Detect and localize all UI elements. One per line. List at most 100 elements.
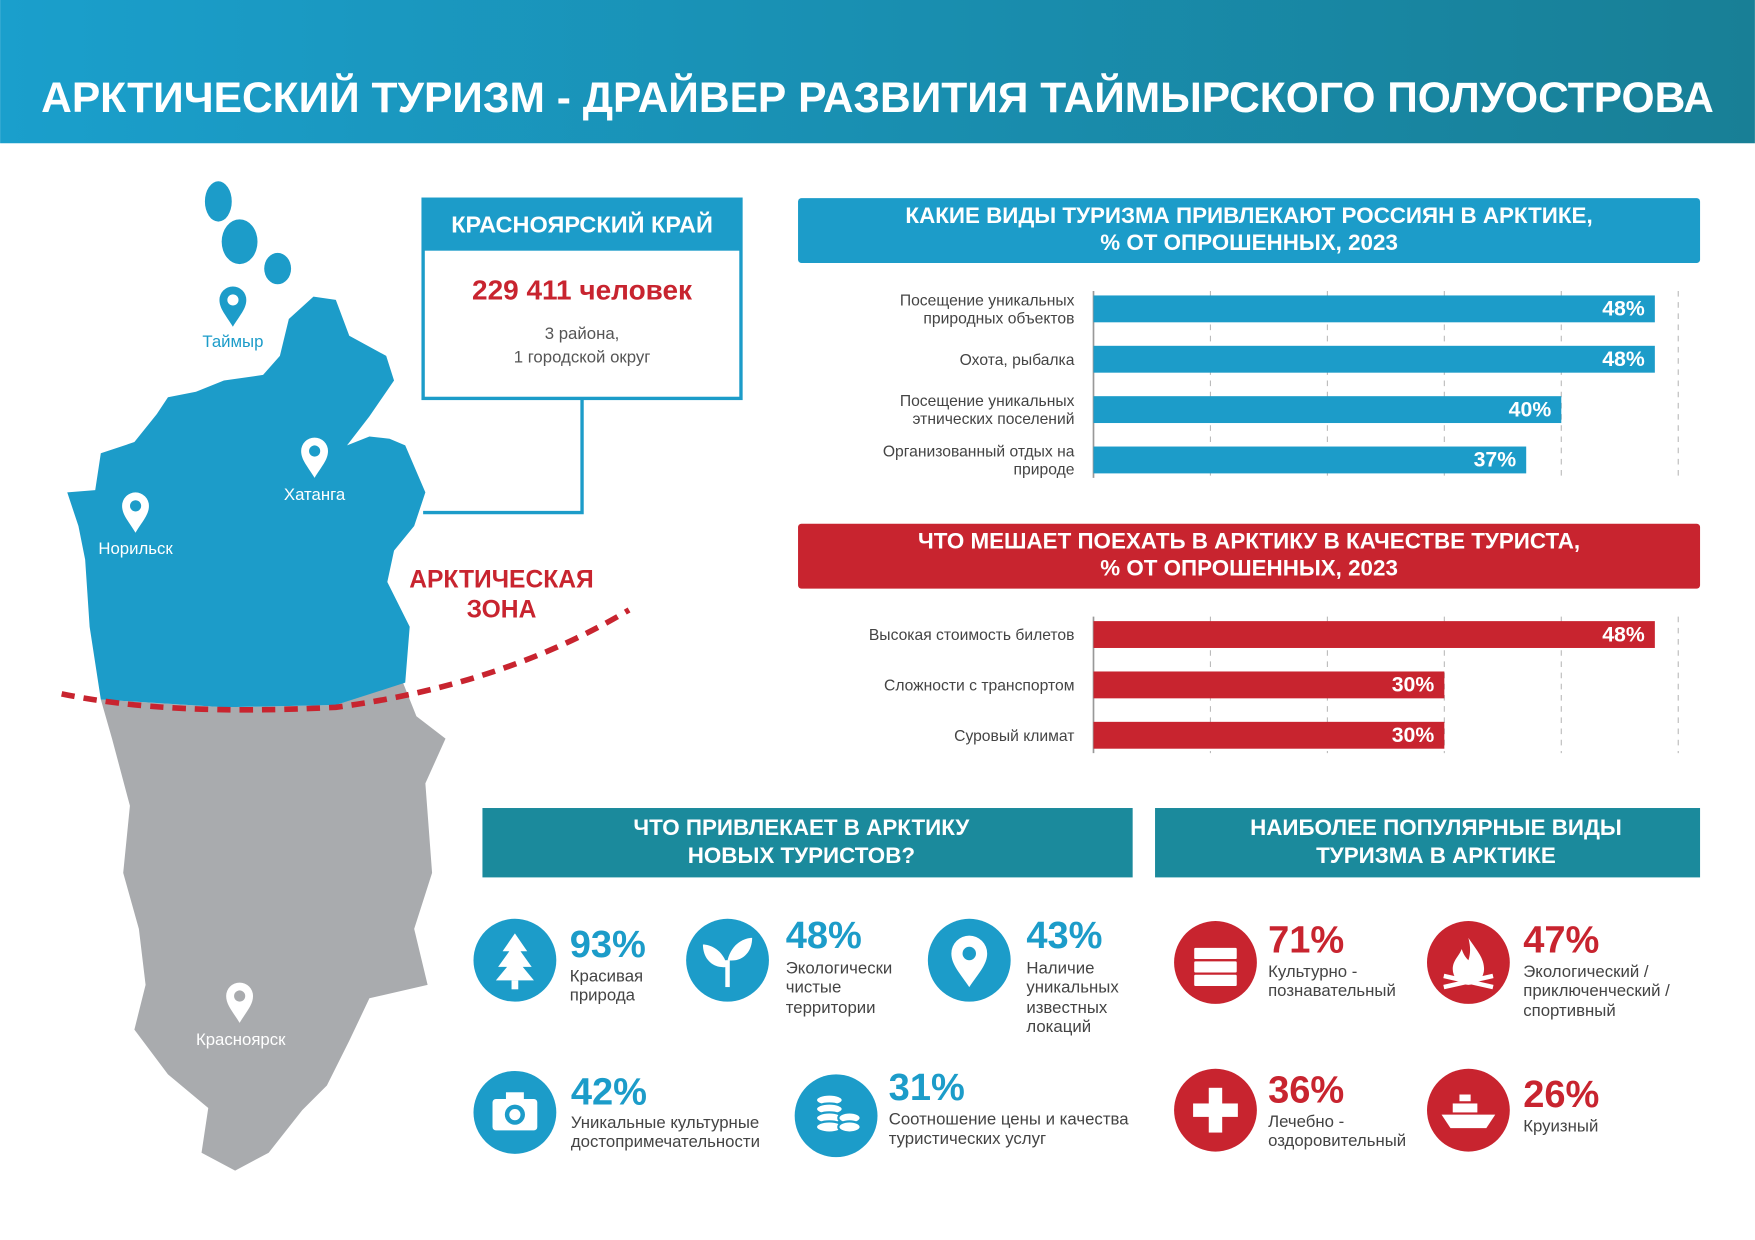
bar [1093, 621, 1655, 648]
connector [423, 398, 584, 515]
category-label: Посещение уникальных природных объектов [899, 290, 1075, 327]
category-label-box: Высокая стоимость билетов [868, 625, 1075, 644]
icon [1426, 921, 1510, 1004]
category-label: Суровый климат [954, 726, 1075, 745]
category-label-box: Суровый климат [954, 726, 1075, 745]
icon-shape [962, 946, 976, 961]
item-text: Круизный [1523, 1116, 1599, 1136]
item-text: Лечебно - оздоровительный [1268, 1112, 1407, 1151]
pin [219, 286, 247, 327]
icon [1174, 921, 1257, 1004]
category-label-box: Сложности с транспортом [884, 676, 1074, 694]
arctic-border [61, 607, 631, 713]
island [264, 252, 292, 285]
icon-shape [1441, 1114, 1496, 1129]
item-text: Уникальные культурные достопримечательно… [570, 1113, 760, 1152]
pin [301, 437, 329, 478]
item-text: Красивая природа [569, 966, 644, 1006]
item-text: Наличие уникальных известных локаций [1026, 959, 1119, 1037]
icon [473, 918, 557, 1002]
map-south [100, 682, 446, 1171]
island [204, 181, 232, 222]
icon-shape [1193, 1103, 1238, 1117]
category-label-box: Охота, рыбалка [959, 350, 1075, 369]
percent: 93% [570, 924, 646, 966]
place-label: Норильск [98, 539, 173, 558]
category-label: Посещение уникальных этнических поселени… [899, 391, 1075, 428]
page-title: АРКТИЧЕСКИЙ ТУРИЗМ - ДРАЙВЕР РАЗВИТИЯ ТА… [41, 73, 1714, 122]
category-label: Охота, рыбалка [959, 350, 1075, 369]
header-band [0, 0, 1755, 144]
bar [1093, 671, 1445, 699]
section-title: ЧТО ПРИВЛЕКАЕТ В АРКТИКУ [633, 815, 970, 840]
icon-shape [727, 937, 753, 961]
item-text: Экологически чистые территории [785, 959, 893, 1017]
icon-shape [1452, 1103, 1478, 1113]
section-title: ТУРИЗМА В АРКТИКЕ [1316, 843, 1556, 868]
item-text-box: Лечебно - оздоровительный [1268, 1112, 1407, 1151]
item-text: Экологический / приключенческий / спорти… [1523, 962, 1670, 1021]
item-text: Культурно - познавательный [1268, 962, 1396, 1001]
icon-shape [1191, 945, 1239, 962]
chart-head [798, 523, 1701, 589]
percent: 48% [786, 915, 862, 957]
zone-label: АРКТИЧЕСКАЯ [409, 566, 593, 593]
item-text-box: Круизный [1523, 1116, 1599, 1136]
category-label-box: Посещение уникальных природных объектов [899, 290, 1075, 327]
icon-shape [495, 933, 534, 981]
value-label: 48% [1602, 347, 1645, 371]
category-label: Высокая стоимость билетов [868, 625, 1075, 644]
icon-shape [1452, 937, 1485, 985]
item-text-box: Красивая природа [569, 966, 644, 1006]
island [221, 219, 258, 265]
bar [1093, 345, 1655, 373]
icon-shape [509, 1109, 521, 1121]
percent: 36% [1268, 1069, 1344, 1111]
item-text-box: Наличие уникальных известных локаций [1026, 959, 1119, 1037]
chart-title: ЧТО МЕШАЕТ ПОЕХАТЬ В АРКТИКУ В КАЧЕСТВЕ … [918, 529, 1580, 554]
bar [1093, 295, 1655, 323]
icon-shape [951, 935, 988, 988]
place-label: Таймыр [202, 332, 263, 351]
item-text-box: Уникальные культурные достопримечательно… [570, 1113, 760, 1152]
section-head [482, 808, 1133, 878]
icon-shape [511, 980, 519, 990]
bar [1093, 396, 1562, 424]
icon [473, 1071, 557, 1154]
category-label-box: Организованный отдых на природе [883, 442, 1075, 478]
place-label: Красноярск [196, 1030, 286, 1049]
map: Таймыр Хатанга Норильск Красноярск АРКТИ… [61, 181, 631, 1171]
percent: 71% [1268, 919, 1344, 961]
item-text: Соотношение цены и качества туристически… [888, 1110, 1129, 1149]
section-head [1155, 808, 1701, 878]
icon-shape [1443, 973, 1494, 990]
percent: 47% [1523, 919, 1599, 961]
icon [686, 918, 769, 1002]
icon [927, 918, 1011, 1002]
chart-title: КАКИЕ ВИДЫ ТУРИЗМА ПРИВЛЕКАЮТ РОССИЯН В … [905, 203, 1592, 228]
item-text-box: Экологический / приключенческий / спорти… [1523, 962, 1670, 1021]
item-text-box: Культурно - познавательный [1268, 962, 1396, 1001]
map-arctic [67, 296, 426, 708]
value-label: 48% [1602, 622, 1645, 646]
icon-shape [505, 1092, 524, 1102]
section-title: НОВЫХ ТУРИСТОВ? [688, 843, 915, 868]
icon [794, 1074, 878, 1158]
icon [1174, 1068, 1257, 1152]
icon-shape [1459, 1094, 1471, 1102]
value-label: 30% [1392, 673, 1435, 697]
pin [122, 492, 149, 533]
icon-shape [837, 1120, 862, 1134]
region-note: 1 городской округ [514, 348, 651, 367]
pin [226, 982, 254, 1023]
percent: 42% [571, 1072, 647, 1114]
section-title: НАИБОЛЕЕ ПОПУЛЯРНЫЕ ВИДЫ [1250, 815, 1622, 840]
zone-label: ЗОНА [467, 597, 537, 624]
bar [1093, 721, 1445, 749]
icon-shape [702, 944, 728, 968]
bar [1093, 446, 1527, 474]
region-box: КРАСНОЯРСКИЙ КРАЙ 229 411 человек 3 райо… [421, 197, 743, 515]
percent: 26% [1523, 1074, 1599, 1116]
